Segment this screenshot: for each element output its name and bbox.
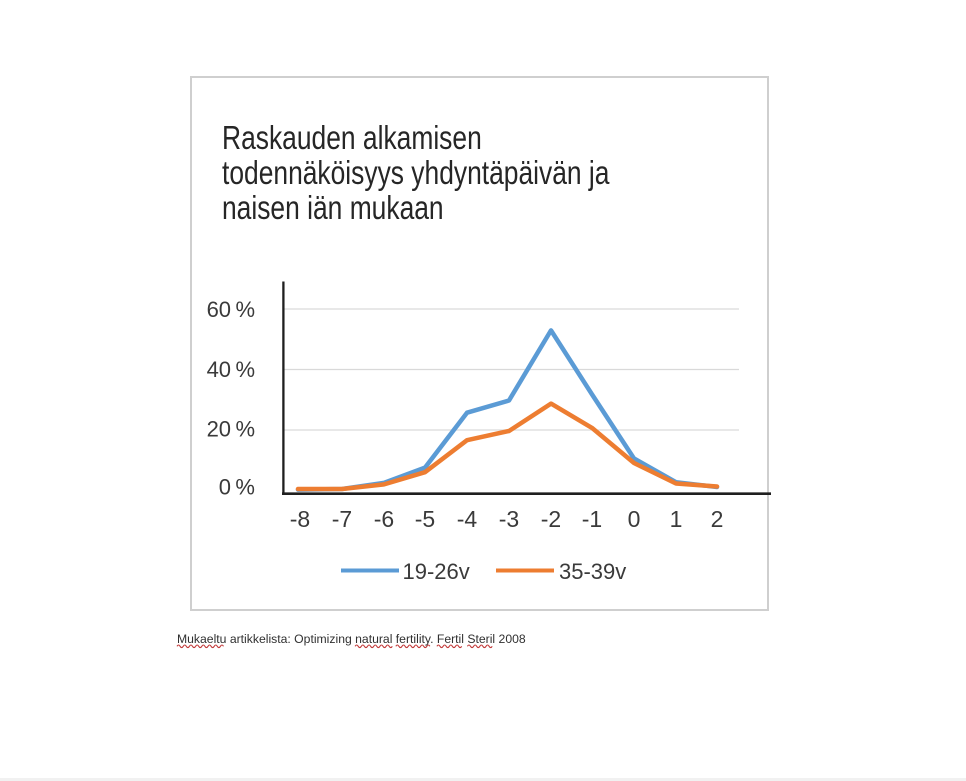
- svg-text:2: 2: [711, 506, 724, 532]
- svg-text:-8: -8: [290, 506, 310, 532]
- svg-text:-1: -1: [582, 506, 602, 532]
- svg-text:0: 0: [628, 506, 641, 532]
- svg-text:40 %: 40 %: [207, 357, 255, 382]
- svg-text:-5: -5: [415, 506, 435, 532]
- svg-text:35-39v: 35-39v: [559, 559, 626, 584]
- svg-text:20 %: 20 %: [207, 417, 255, 442]
- svg-text:-7: -7: [332, 506, 352, 532]
- svg-text:0 %: 0 %: [219, 475, 255, 500]
- svg-text:-2: -2: [541, 506, 561, 532]
- svg-text:-3: -3: [499, 506, 519, 532]
- svg-text:1: 1: [670, 506, 683, 532]
- svg-text:19-26v: 19-26v: [403, 559, 470, 584]
- svg-text:-6: -6: [374, 506, 394, 532]
- svg-text:-4: -4: [457, 506, 478, 532]
- svg-text:60 %: 60 %: [207, 297, 255, 322]
